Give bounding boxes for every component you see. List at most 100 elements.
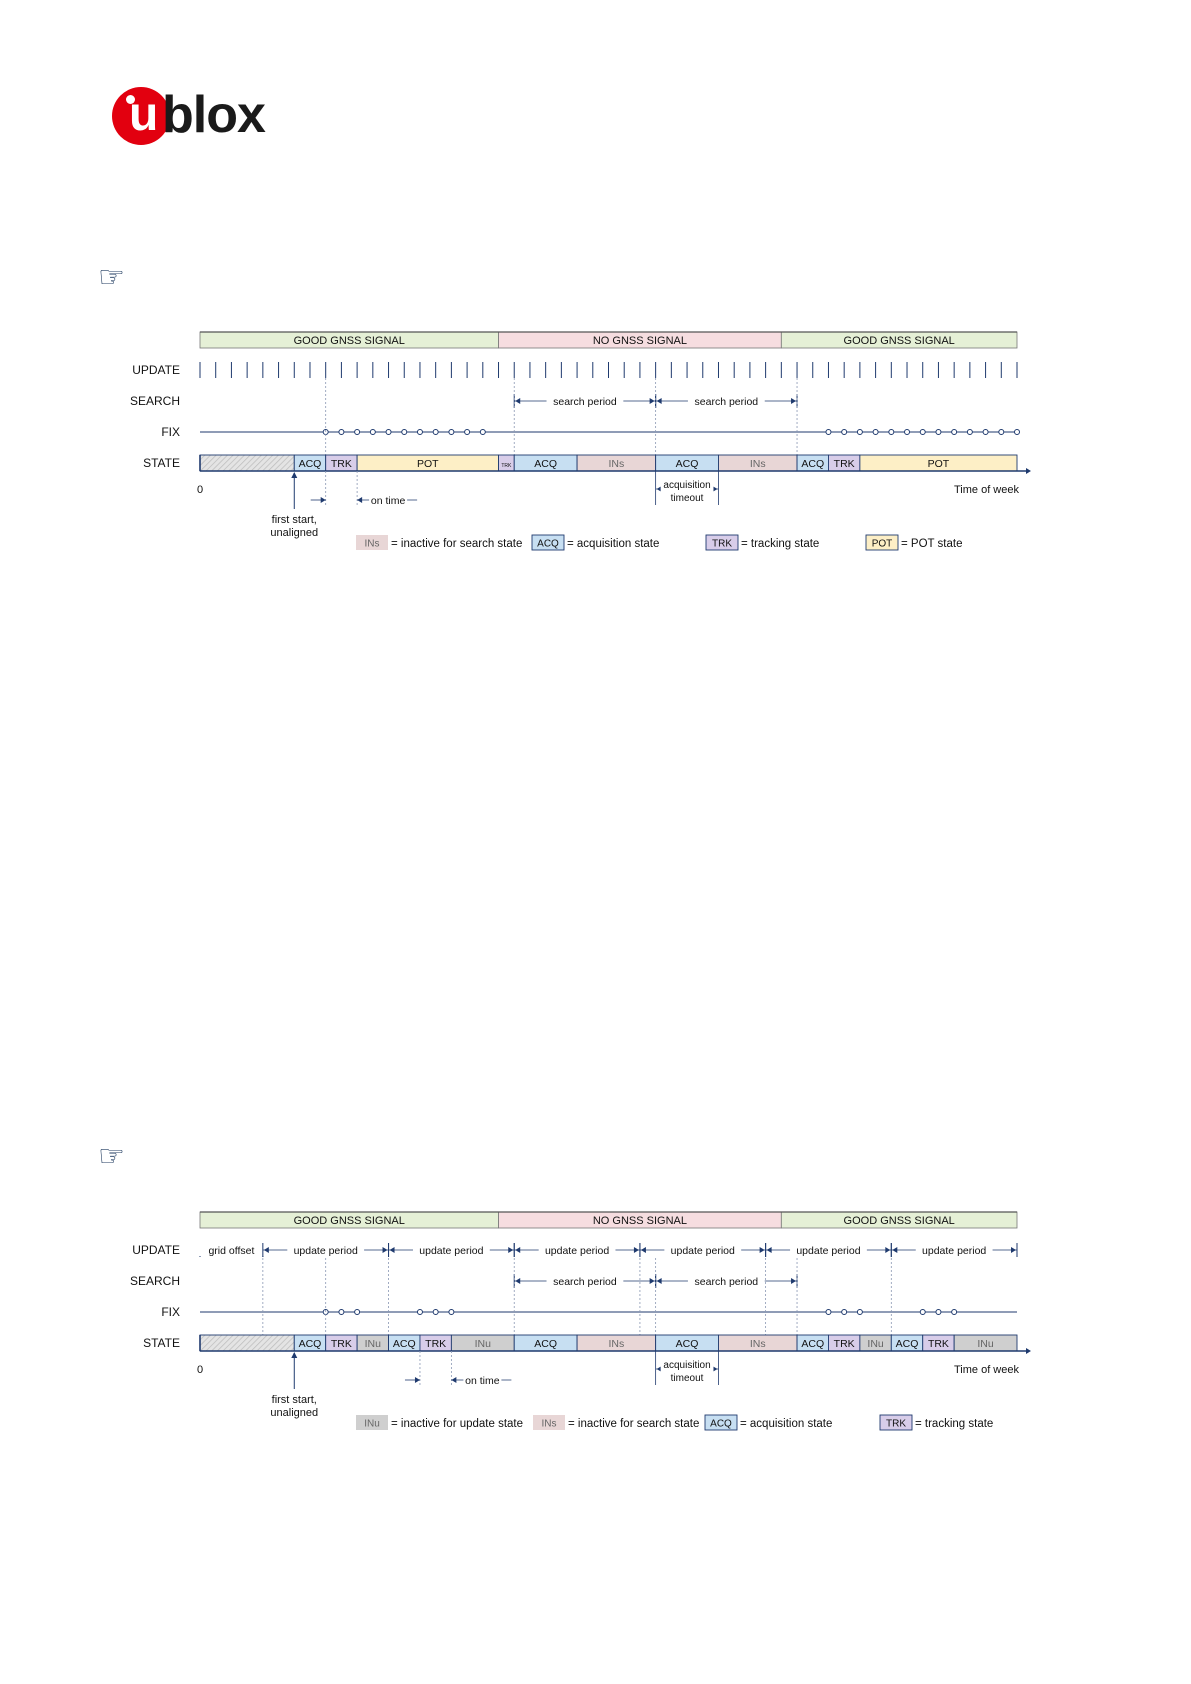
update-period-label: update period	[671, 1245, 735, 1257]
timing-diagram-update-svg: GOOD GNSS SIGNAL NO GNSS SIGNAL GOOD GNSS …	[130, 1211, 1031, 1431]
on-time-label: on time	[371, 495, 406, 507]
ublox-logo: u blox	[112, 86, 272, 148]
state-label: ACQ	[801, 1338, 824, 1350]
time-axis-arrow	[1026, 468, 1031, 474]
search-period-label-bg	[687, 1274, 765, 1287]
state-label: ACQ	[299, 1338, 322, 1350]
search-period-arrow-left	[515, 1278, 521, 1284]
time-axis-arrow	[1026, 1348, 1031, 1354]
fix-point	[416, 429, 423, 435]
search-period-arrow-right	[791, 1278, 797, 1284]
search-period-label: search period	[553, 1276, 617, 1288]
fix-point	[448, 429, 455, 435]
fix-point	[888, 429, 895, 435]
on-time-arrow	[414, 1377, 420, 1383]
update-period-arrow-left	[389, 1247, 395, 1253]
update-period-label: grid offset	[208, 1245, 254, 1257]
fix-point	[935, 429, 942, 435]
state-label: TRK	[834, 458, 855, 470]
fix-point	[951, 1309, 958, 1315]
axis-zero-label: 0	[197, 484, 203, 496]
state-label: ACQ	[534, 458, 557, 470]
fix-point	[401, 429, 408, 435]
acq-timeout-arrow	[656, 486, 662, 492]
fix-point	[825, 429, 832, 435]
update-period-label-bg	[915, 1243, 993, 1256]
update-period-arrow-right	[633, 1247, 639, 1253]
signal-label: GOOD GNSS SIGNAL	[844, 335, 955, 347]
row-label-state: STATE	[143, 1336, 180, 1350]
first-start-label: first start,	[272, 514, 317, 526]
acq-timeout-label-bg	[660, 477, 714, 505]
legend-tag: TRK	[886, 1419, 906, 1430]
update-period-label: update period	[545, 1245, 609, 1257]
legend-swatch	[879, 1414, 913, 1431]
on-time-arrow	[451, 1377, 457, 1383]
update-period-arrow-left	[640, 1247, 646, 1253]
on-time-arrow	[357, 497, 363, 503]
update-period-arrow-left	[892, 1247, 898, 1253]
fix-point	[841, 1309, 848, 1315]
fix-point	[464, 429, 471, 435]
state-label: INu	[867, 1338, 884, 1350]
acq-timeout-label: acquisition	[663, 480, 710, 491]
acq-timeout-arrow	[712, 1366, 718, 1372]
legend-tag: ACQ	[537, 539, 559, 550]
first-start-arrow	[291, 1352, 298, 1358]
row-label-search: SEARCH	[130, 1274, 180, 1288]
state-label: ACQ	[676, 458, 699, 470]
fix-point	[338, 429, 345, 435]
fix-point	[432, 1309, 439, 1315]
state-label: INs	[608, 458, 624, 470]
state-label: TRK	[834, 1338, 855, 1350]
axis-zero-label: 0	[197, 1364, 203, 1376]
update-period-arrow-left	[515, 1247, 521, 1253]
state-label: INu	[475, 1338, 492, 1350]
timing-diagram-pot: GOOD GNSS SIGNAL NO GNSS SIGNAL GOOD GNSS …	[0, 320, 1191, 560]
legend-text: = acquisition state	[567, 538, 659, 550]
fix-point	[354, 1309, 361, 1315]
axis-time-label: Time of week	[954, 1364, 1020, 1376]
state-label: TRK	[501, 463, 512, 469]
search-period-arrow-left	[656, 1278, 662, 1284]
legend-swatch	[356, 1415, 388, 1430]
legend-text: = acquisition state	[740, 1418, 832, 1430]
state-label: ACQ	[299, 458, 322, 470]
state-label: POT	[417, 458, 439, 470]
fix-point	[416, 1309, 423, 1315]
state-label: INu	[365, 1338, 382, 1350]
update-period-label-bg	[664, 1243, 742, 1256]
state-label: INs	[750, 1338, 766, 1350]
update-period-arrow-right	[508, 1247, 514, 1253]
search-period-arrow-left	[515, 398, 521, 404]
first-start-label: unaligned	[270, 1407, 318, 1419]
search-period-arrow-left	[656, 398, 662, 404]
fix-point	[935, 1309, 942, 1315]
on-time-label: on time	[465, 1375, 500, 1387]
legend-tag: POT	[872, 539, 893, 550]
state-label: INs	[608, 1338, 624, 1350]
search-period-label-bg	[687, 394, 765, 407]
fix-point	[825, 1309, 832, 1315]
legend-tag: TRK	[712, 539, 732, 550]
acq-timeout-arrow	[712, 486, 718, 492]
fix-point	[841, 429, 848, 435]
row-label-fix: FIX	[161, 1305, 180, 1319]
state-block	[199, 1334, 295, 1352]
state-label: ACQ	[534, 1338, 557, 1350]
search-period-label: search period	[695, 1276, 759, 1288]
update-period-arrow-right	[1011, 1247, 1016, 1253]
legend-swatch	[531, 534, 565, 551]
fix-point	[1014, 429, 1020, 435]
state-label: INs	[750, 458, 766, 470]
legend-swatch	[865, 534, 899, 551]
state-label: ACQ	[896, 1338, 919, 1350]
fix-point	[856, 1309, 863, 1315]
on-time-label-bg	[369, 493, 408, 506]
update-period-label: update period	[922, 1245, 986, 1257]
row-label-state: STATE	[143, 456, 180, 470]
fix-point	[919, 1309, 926, 1315]
first-start-label: unaligned	[270, 527, 318, 539]
state-label: INu	[977, 1338, 994, 1350]
legend-swatch	[533, 1415, 565, 1430]
